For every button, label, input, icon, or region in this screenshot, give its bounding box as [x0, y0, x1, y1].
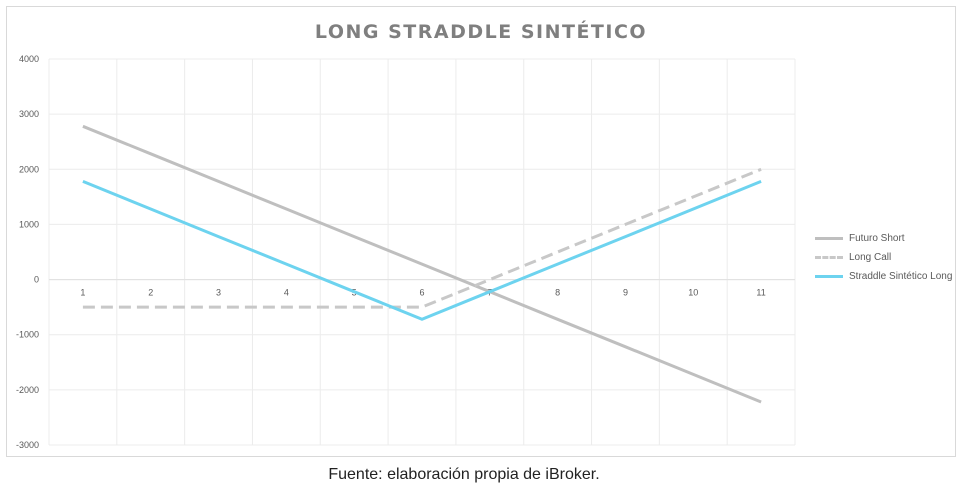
x-tick-label: 1	[80, 288, 85, 298]
chart-frame: LONG STRADDLE SINTÉTICO -3000 -2000 -1000 0…	[6, 6, 956, 457]
x-tick-label: 6	[419, 288, 424, 298]
x-tick-label: 8	[555, 288, 560, 298]
legend-item: Long Call	[815, 248, 952, 267]
chart-title: LONG STRADDLE SINTÉTICO	[314, 21, 648, 43]
legend-item: Futuro Short	[815, 229, 952, 248]
series-line-3	[82, 180, 762, 321]
x-tick-label: 9	[623, 288, 628, 298]
y-tick-label: 2000	[19, 164, 39, 174]
legend-label: Straddle Sintético Long	[849, 271, 953, 282]
x-tick-label: 3	[216, 288, 221, 298]
y-tick-label: 0	[34, 275, 39, 285]
legend-label: Long Call	[849, 252, 892, 263]
y-tick-label: 1000	[19, 219, 39, 229]
y-tick-label: -3000	[16, 440, 39, 450]
y-tick-label: -1000	[16, 330, 39, 340]
legend-item: Straddle Sintético Long	[815, 267, 952, 286]
x-tick-label: 11	[756, 288, 765, 298]
series-line-2	[82, 167, 762, 309]
y-tick-label: 3000	[19, 109, 39, 119]
legend-label: Futuro Short	[849, 233, 905, 244]
x-tick-label: 2	[148, 288, 153, 298]
series-line-1	[82, 124, 762, 404]
chart-legend: Futuro Short Long Call Straddle Sintético …	[815, 229, 952, 286]
legend-swatch	[815, 275, 843, 278]
x-tick-label: 10	[688, 288, 698, 298]
legend-swatch	[815, 256, 843, 259]
y-tick-label: 4000	[19, 54, 39, 64]
legend-swatch	[815, 237, 843, 240]
figure-caption: Fuente: elaboración propia de iBroker.	[328, 466, 600, 483]
y-tick-label: -2000	[16, 385, 39, 395]
x-tick-label: 4	[284, 288, 289, 298]
